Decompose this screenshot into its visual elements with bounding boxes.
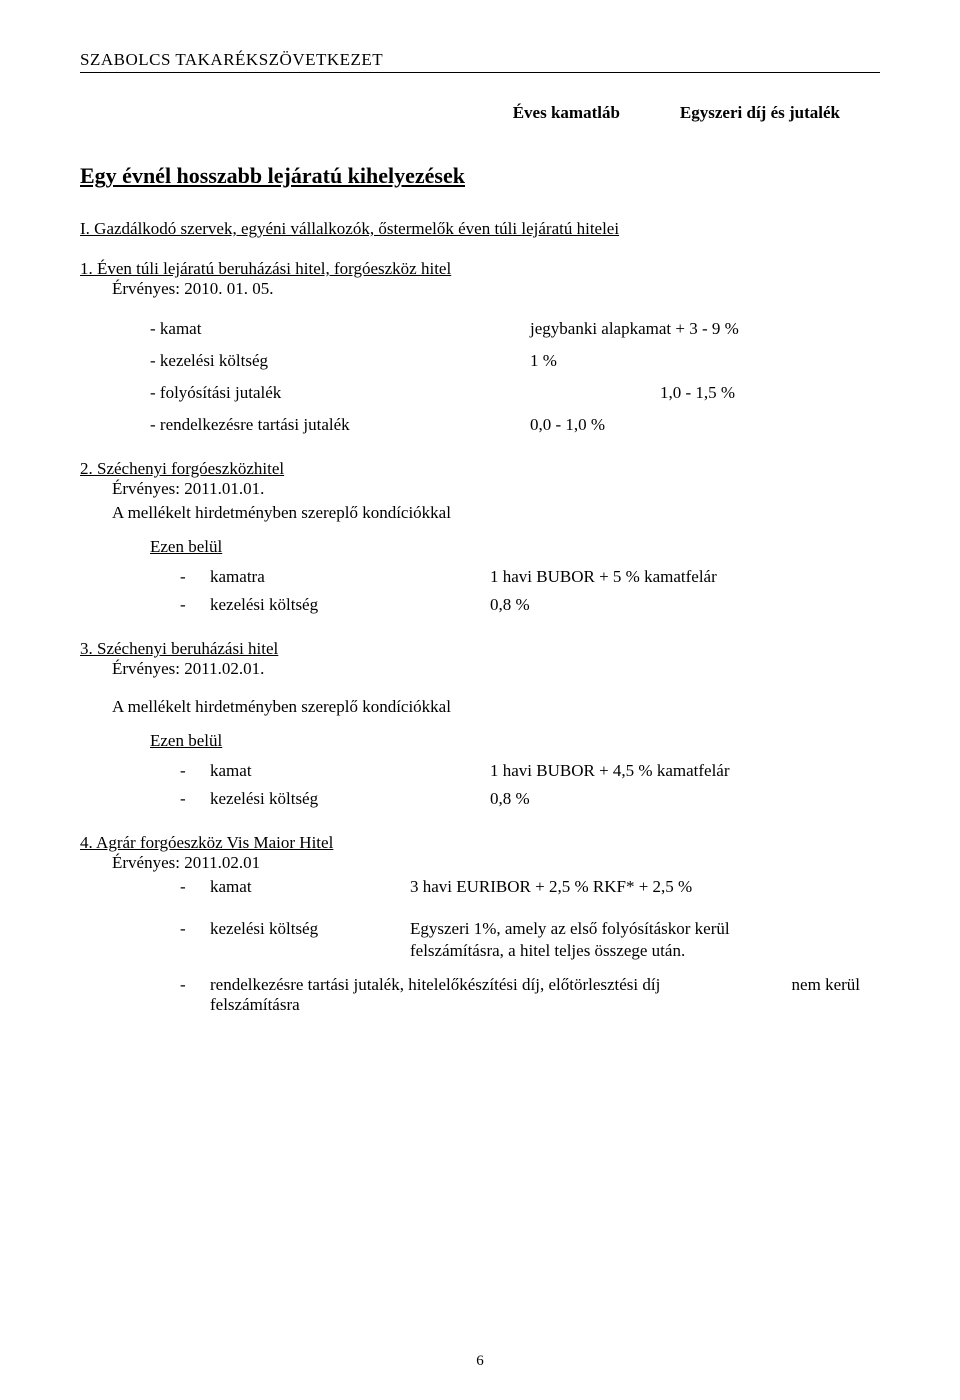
row-value: 0,0 - 1,0 % [530, 415, 880, 435]
row-label: kamat [210, 761, 490, 781]
row-value: jegybanki alapkamat + 3 - 9 % [530, 319, 880, 339]
item-2-row-1: - kamatra 1 havi BUBOR + 5 % kamatfelár [80, 567, 880, 587]
item-4: 4. Agrár forgóeszköz Vis Maior Hitel Érv… [80, 833, 880, 1015]
item-3-row-1: - kamat 1 havi BUBOR + 4,5 % kamatfelár [80, 761, 880, 781]
dash-icon: - [180, 975, 210, 1015]
row-text-line2: felszámításra [210, 995, 300, 1014]
section-I-title: I. Gazdálkodó szervek, egyéni vállalkozó… [80, 219, 880, 239]
item-1-validity: Érvényes: 2010. 01. 05. [80, 279, 880, 299]
main-title: Egy évnél hosszabb lejáratú kihelyezések [80, 163, 880, 189]
row-label: - folyósítási jutalék [150, 383, 530, 403]
item-2-title: 2. Széchenyi forgóeszközhitel [80, 459, 880, 479]
item-1-row-4: - rendelkezésre tartási jutalék 0,0 - 1,… [80, 415, 880, 435]
item-2-ezen-belul: Ezen belül [80, 537, 880, 557]
row-value: 1 havi BUBOR + 5 % kamatfelár [490, 567, 880, 587]
item-4-row-3: - rendelkezésre tartási jutalék, hitelel… [80, 975, 880, 1015]
item-4-title: 4. Agrár forgóeszköz Vis Maior Hitel [80, 833, 880, 853]
row-value: Egyszeri 1%, amely az első folyósításkor… [410, 919, 880, 939]
row-value: 1,0 - 1,5 % [530, 383, 880, 403]
item-1-row-3: - folyósítási jutalék 1,0 - 1,5 % [80, 383, 880, 403]
dash-icon: - [180, 567, 210, 587]
row-label: kamat [210, 877, 410, 897]
dash-icon: - [180, 595, 210, 615]
item-1-row-1: - kamat jegybanki alapkamat + 3 - 9 % [80, 319, 880, 339]
item-2-validity: Érvényes: 2011.01.01. [80, 479, 880, 499]
row-value: 0,8 % [490, 595, 880, 615]
item-3-cond: A mellékelt hirdetményben szereplő kondí… [80, 697, 880, 717]
item-4-validity: Érvényes: 2011.02.01 [80, 853, 880, 873]
item-3-ezen-belul: Ezen belül [80, 731, 880, 751]
row-text: rendelkezésre tartási jutalék, hitelelők… [210, 975, 860, 1015]
item-1-row-2: - kezelési költség 1 % [80, 351, 880, 371]
page-header: SZABOLCS TAKARÉKSZÖVETKEZET [80, 50, 880, 73]
item-1-title: 1. Éven túli lejáratú beruházási hitel, … [80, 259, 880, 279]
row-label: kamatra [210, 567, 490, 587]
item-2-row-2: - kezelési költség 0,8 % [80, 595, 880, 615]
row-label: kezelési költség [210, 789, 490, 809]
col-header-rate: Éves kamatláb [513, 103, 620, 123]
row-text-main: rendelkezésre tartási jutalék, hitelelők… [210, 975, 660, 995]
col-header-fee: Egyszeri díj és jutalék [680, 103, 840, 123]
item-4-row-2: - kezelési költség Egyszeri 1%, amely az… [80, 919, 880, 939]
row-label: kezelési költség [210, 595, 490, 615]
row-value: 3 havi EURIBOR + 2,5 % RKF* + 2,5 % [410, 877, 880, 897]
dash-icon: - [180, 761, 210, 781]
item-4-row-2b: felszámításra, a hitel teljes összege ut… [80, 941, 880, 961]
item-2: 2. Széchenyi forgóeszközhitel Érvényes: … [80, 459, 880, 615]
item-3-row-2: - kezelési költség 0,8 % [80, 789, 880, 809]
row-value: 1 % [530, 351, 880, 371]
row-label: - kamat [150, 319, 530, 339]
row-label: - kezelési költség [150, 351, 530, 371]
header-text: SZABOLCS TAKARÉKSZÖVETKEZET [80, 50, 880, 70]
item-3-validity: Érvényes: 2011.02.01. [80, 659, 880, 679]
item-3-title: 3. Széchenyi beruházási hitel [80, 639, 880, 659]
item-4-row-1: - kamat 3 havi EURIBOR + 2,5 % RKF* + 2,… [80, 877, 880, 897]
dash-icon: - [180, 789, 210, 809]
dash-icon: - [180, 877, 210, 897]
item-1: 1. Éven túli lejáratú beruházási hitel, … [80, 259, 880, 435]
row-label: - rendelkezésre tartási jutalék [150, 415, 530, 435]
row-value: 1 havi BUBOR + 4,5 % kamatfelár [490, 761, 880, 781]
page-number: 6 [476, 1353, 484, 1370]
row-label: kezelési költség [210, 919, 410, 939]
row-text-tail: nem kerül [772, 975, 860, 995]
row-value: 0,8 % [490, 789, 880, 809]
column-headers: Éves kamatláb Egyszeri díj és jutalék [80, 103, 880, 123]
dash-icon: - [180, 919, 210, 939]
item-2-cond: A mellékelt hirdetményben szereplő kondí… [80, 503, 880, 523]
item-3: 3. Széchenyi beruházási hitel Érvényes: … [80, 639, 880, 809]
